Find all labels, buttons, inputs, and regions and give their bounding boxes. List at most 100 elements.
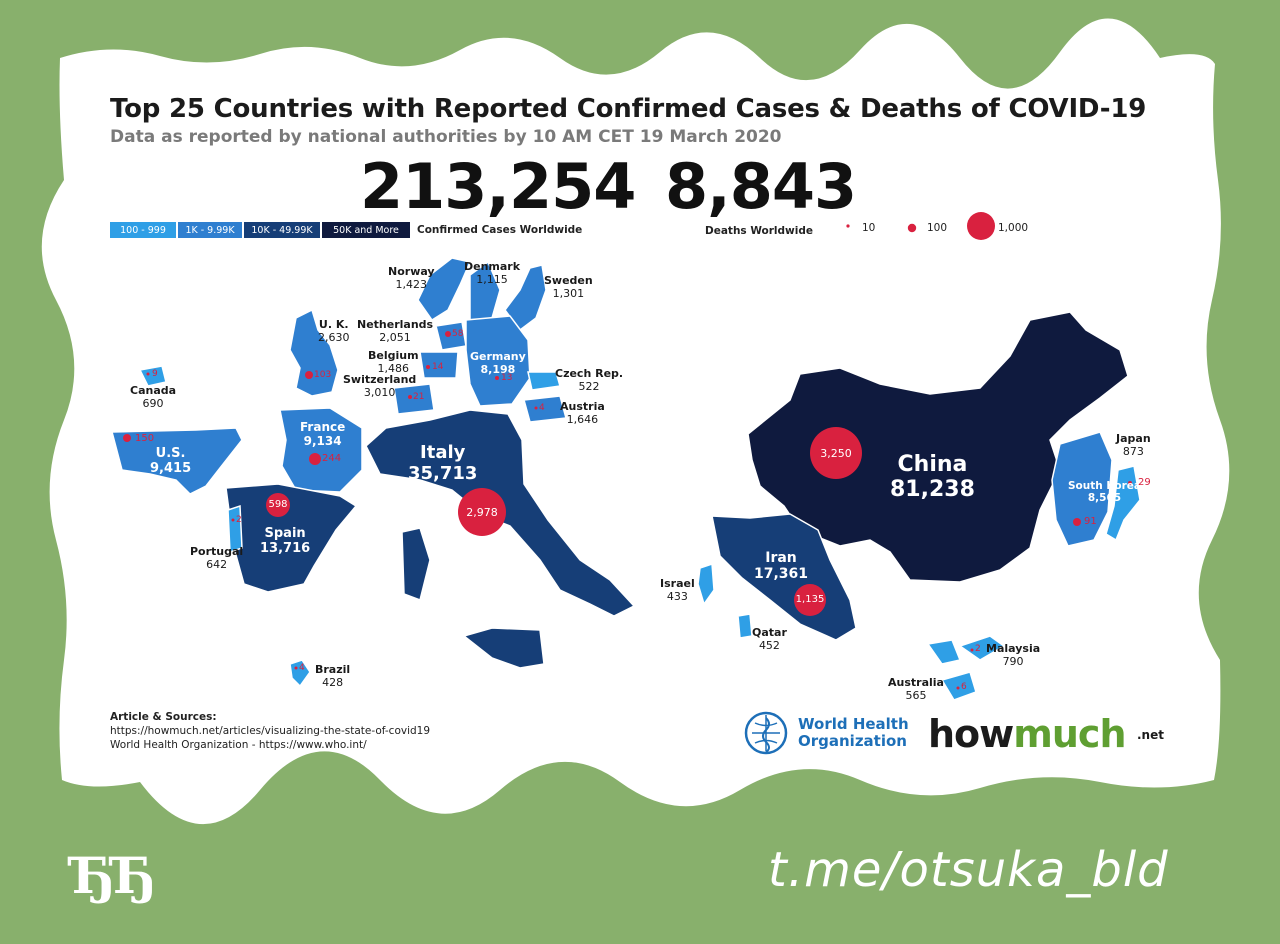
death-bubble-australia [956,686,960,690]
death-bubble-brazil [294,666,298,670]
label-japan: Japan 873 [1116,432,1151,458]
confirmed-cases-label: Confirmed Cases Worldwide [417,224,583,236]
death-value-canada: 9 [152,369,158,379]
label-spain: Spain 13,716 [260,526,311,556]
death-legend-10: 10 [862,222,876,234]
label-netherlands: Netherlands 2,051 [357,318,434,344]
country-us [111,427,243,495]
country-germany [465,315,531,407]
label-brazil: Brazil 428 [315,663,351,689]
legend-bin-50k-more: 50K and More [322,222,410,238]
death-dot-1000 [967,212,995,240]
death-bubble-austria [534,406,538,410]
country-brazil [289,659,311,688]
death-value-netherlands: 58 [452,329,464,339]
death-bubble-us [123,434,131,442]
death-bubble-belgium [426,365,430,369]
death-bubble-germany [495,376,499,380]
label-us: U.S. 9,415 [150,446,192,476]
death-bubble-china [810,427,862,479]
death-value-brazil: 4 [299,663,305,673]
howmuch-net: .net [1137,728,1164,742]
label-belgium: Belgium 1,486 [368,349,419,375]
death-value-japan: 29 [1138,477,1151,488]
death-value-germany: 13 [501,373,513,383]
label-israel: Israel 433 [660,577,695,603]
death-value-spain: 598 [268,499,288,510]
legend-bin-10k-49k: 10K - 49.99K [244,222,320,238]
label-south-korea: South Korea 8,565 [1068,480,1141,504]
death-bubble-iran [794,584,826,616]
death-bubble-south-korea [1073,518,1081,526]
death-value-australia: 6 [961,682,967,692]
deaths-total: 8,843 [665,150,857,223]
death-legend-100: 100 [927,222,948,234]
death-bubble-switzerland [408,395,412,399]
label-iran: Iran 17,361 [754,550,809,582]
country-israel [697,562,715,606]
label-china: China 81,238 [890,452,975,502]
label-australia: Australia 565 [888,676,944,702]
label-uk: U. K. 2,630 [318,318,350,344]
country-portugal [227,504,243,554]
channel-logo: ЂЂ [70,846,156,905]
death-value-belgium: 14 [432,362,444,372]
country-austria [523,395,567,423]
chart-subtitle: Data as reported by national authorities… [110,127,782,147]
country-sweden [504,264,547,332]
death-legend-dots-2 [907,212,995,240]
label-denmark: Denmark 1,115 [464,260,521,286]
death-value-italy: 2,978 [466,506,498,519]
death-value-uk: 103 [314,370,332,380]
country-spain [225,483,358,593]
country-belgium [419,351,459,379]
country-south-korea [1051,431,1113,547]
death-bubble-uk [305,371,313,379]
label-qatar: Qatar 452 [752,626,787,652]
label-switzerland: Switzerland 3,010 [343,373,417,399]
label-germany: Germany 8,198 [470,350,526,376]
death-value-iran: 1,135 [795,594,825,605]
death-dot-100 [907,223,917,233]
sources-link-who[interactable]: World Health Organization - https://www.… [110,739,367,751]
label-italy: Italy 35,713 [408,442,478,484]
death-bubble-france [309,453,321,465]
death-bubble-canada [146,372,150,376]
country-france [279,407,363,493]
death-value-china: 3,250 [820,447,852,460]
sources-link-howmuch[interactable]: https://howmuch.net/articles/visualizing… [110,725,431,737]
channel-handle[interactable]: t.me/otsuka_bld [768,842,1169,898]
country-italy-sicily [462,627,545,669]
death-bubble-malaysia [970,648,974,652]
legend-bin-100-999: 100 - 999 [110,222,176,238]
label-canada: Canada 690 [130,384,177,410]
death-bubble-portugal [231,518,235,522]
country-japan [1105,465,1141,542]
country-canada [138,365,167,387]
country-italy-sardinia [401,527,431,601]
label-norway: Norway 1,423 [388,265,435,291]
label-austria: Austria 1,646 [560,400,605,426]
death-value-portugal: 2 [236,515,242,525]
country-switzerland [393,383,435,415]
death-value-switzerland: 21 [413,392,425,402]
death-value-us: 150 [135,433,155,444]
death-bubble-japan [1128,481,1132,485]
country-norway [417,257,472,322]
death-bubble-italy [458,488,506,536]
label-france: France 9,134 [300,420,346,448]
label-portugal: Portugal 642 [190,545,244,571]
death-legend-dots [846,224,850,228]
deaths-label: Deaths Worldwide [705,225,813,237]
country-china [747,311,1129,583]
legend-bin-1k-9k: 1K - 9.99K [178,222,242,238]
death-bubble-spain [266,493,290,517]
label-czech: Czech Rep. 522 [555,367,624,393]
death-dot-10 [846,224,850,228]
country-malaysia [926,635,1006,665]
death-legend-1000: 1,000 [998,222,1029,234]
label-sweden: Sweden 1,301 [544,274,593,300]
death-bubble-netherlands [445,331,451,337]
